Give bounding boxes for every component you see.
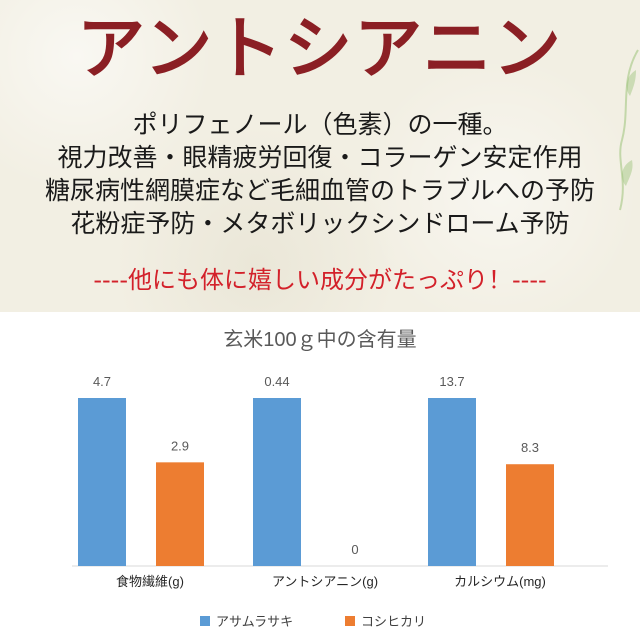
tagline: ----他にも体に嬉しい成分がたっぷり！---- [93, 266, 547, 294]
category-label: カルシウム(mg) [454, 574, 546, 589]
description-line: ポリフェノール（色素）の一種。 [132, 110, 508, 139]
legend-label: コシヒカリ [361, 614, 426, 629]
data-label: 2.9 [171, 438, 189, 453]
bar-koshihikari [156, 462, 204, 566]
data-label: 0.44 [264, 374, 289, 389]
category-label: アントシアニン(g) [272, 574, 378, 589]
description-line: 視力改善・眼精疲労回復・コラーゲン安定作用 [57, 143, 583, 172]
description-line: 花粉症予防・メタボリックシンドローム予防 [70, 209, 570, 238]
data-label: 8.3 [521, 440, 539, 455]
bar-asamurasaki [253, 398, 301, 566]
header-banner: アントシアニン ポリフェノール（色素）の一種。 視力改善・眼精疲労回復・コラーゲ… [0, 0, 640, 312]
data-label: 4.7 [93, 374, 111, 389]
legend-swatch [345, 616, 355, 626]
bar-koshihikari [506, 464, 554, 566]
data-label: 0 [351, 542, 358, 557]
leaf-decoration-icon [619, 49, 639, 211]
legend-swatch [200, 616, 210, 626]
data-label: 13.7 [439, 374, 464, 389]
bar-chart: 玄米100ｇ中の含有量 4.7 2.9 食物繊維(g) 0.44 0 アントシアニン(g)… [72, 328, 608, 629]
category-label: 食物繊維(g) [116, 574, 184, 589]
description-lines: ポリフェノール（色素）の一種。 視力改善・眼精疲労回復・コラーゲン安定作用 糖尿… [0, 108, 640, 240]
legend-label: アサムラサキ [216, 614, 293, 629]
bar-asamurasaki [428, 398, 476, 566]
description-line: 糖尿病性網膜症など毛細血管のトラブルへの予防 [44, 176, 595, 205]
page-title: アントシアニン [77, 9, 563, 89]
bar-asamurasaki [78, 398, 126, 566]
chart-title: 玄米100ｇ中の含有量 [223, 328, 416, 351]
